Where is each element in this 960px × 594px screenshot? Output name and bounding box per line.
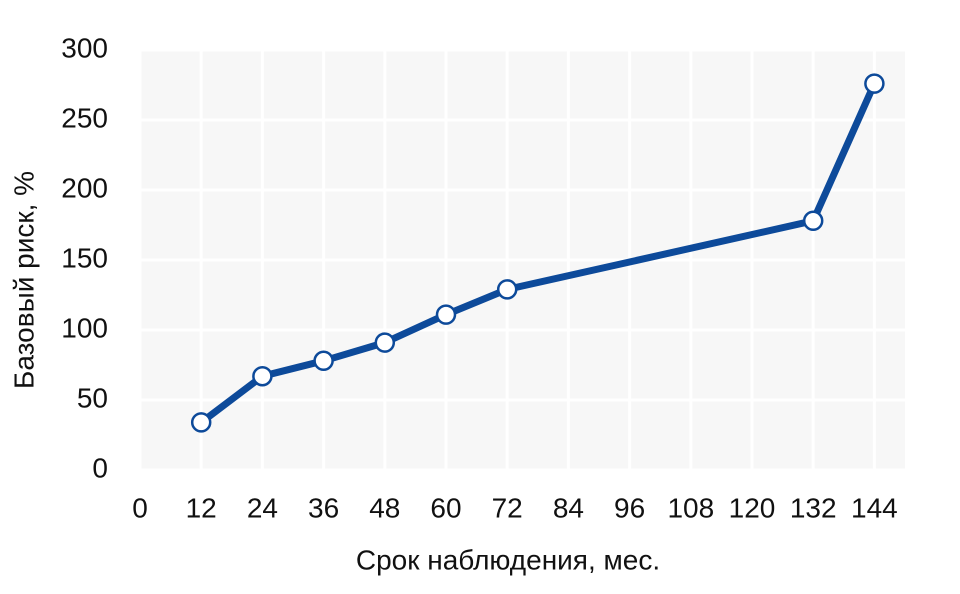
marker [190,412,212,433]
marker [252,365,273,387]
marker [864,73,885,94]
x-axis-label: Срок наблюдения, мес. [356,544,660,575]
y-tick-label: 50 [77,382,108,413]
marker [435,304,457,325]
line [199,82,878,426]
y-tick-label: 300 [61,32,108,63]
x-tick-label: 120 [729,492,776,523]
x-tick-label: 12 [186,492,217,523]
y-tick-label: 100 [61,312,108,343]
y-tick-label: 0 [92,452,108,483]
marker [374,332,396,353]
y-tick-label: 250 [61,102,108,133]
x-tick-label: 72 [492,492,523,523]
y-tick-label: 200 [61,172,108,203]
y-axis-label: Базовый риск, % [8,171,39,389]
x-tick-label: 108 [667,492,714,523]
x-tick-label: 84 [553,492,584,523]
x-tick-label: 48 [369,492,400,523]
x-tick-label: 132 [790,492,837,523]
marker [496,279,518,300]
marker [802,210,824,232]
marker [313,350,334,372]
x-tick-label: 0 [132,492,148,523]
x-tick-label: 60 [430,492,461,523]
y-tick-label: 150 [61,242,108,273]
x-tick-label: 144 [851,492,898,523]
x-tick-label: 24 [247,492,278,523]
x-tick-label: 36 [308,492,339,523]
x-tick-label: 96 [614,492,645,523]
